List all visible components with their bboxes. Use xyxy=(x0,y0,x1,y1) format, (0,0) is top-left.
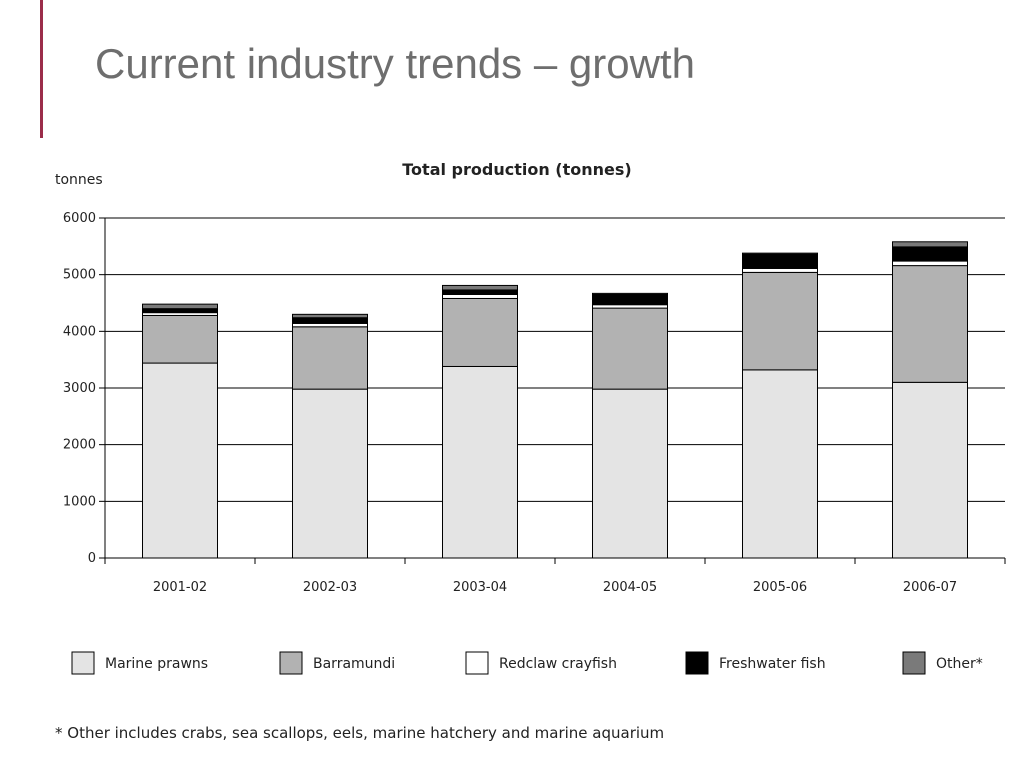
bar-segment xyxy=(592,294,668,306)
bar-segment xyxy=(592,307,668,390)
y-tick-label: 0 xyxy=(88,551,96,566)
gridlines xyxy=(105,217,1005,502)
legend: Marine prawns Barramundi Redclaw crayfish F… xyxy=(71,651,983,675)
bar-segment xyxy=(742,271,818,371)
bar-segment xyxy=(142,308,218,314)
bar-segment xyxy=(142,362,218,559)
bar-segment xyxy=(442,294,518,299)
y-tick-label: 2000 xyxy=(63,438,96,453)
bar-segment xyxy=(742,252,818,255)
bar-segment xyxy=(892,265,968,383)
y-tick-label: 4000 xyxy=(63,324,96,339)
y-tick-label: 3000 xyxy=(63,381,96,396)
legend-item: Other* xyxy=(902,651,983,675)
legend-swatch xyxy=(465,651,489,675)
legend-swatch xyxy=(902,651,926,675)
bar-segment xyxy=(292,388,368,559)
bar-segment xyxy=(742,369,818,559)
bar-segment xyxy=(292,322,368,328)
bar-segment xyxy=(592,388,668,559)
bar-segment xyxy=(442,284,518,291)
bars xyxy=(142,241,968,559)
y-tick-label: 5000 xyxy=(63,268,96,283)
bar-segment xyxy=(892,241,968,248)
bar-segment xyxy=(892,260,968,267)
legend-item: Marine prawns xyxy=(71,651,208,675)
bar-segment xyxy=(142,314,218,364)
footnote: * Other includes crabs, sea scallops, ee… xyxy=(55,724,665,742)
title-accent-bar xyxy=(40,0,43,138)
y-axis-label: tonnes xyxy=(55,172,103,188)
y-tick-label: 6000 xyxy=(63,211,96,226)
legend-swatch xyxy=(71,651,95,675)
bar-segment xyxy=(592,292,668,296)
bar-segment xyxy=(742,253,818,269)
y-tick-label: 1000 xyxy=(63,494,96,509)
legend-swatch xyxy=(685,651,709,675)
legend-swatch xyxy=(279,651,303,675)
bar-segment xyxy=(892,381,968,559)
bar-segment xyxy=(292,313,368,319)
legend-item: Barramundi xyxy=(279,651,395,675)
legend-label: Redclaw crayfish xyxy=(499,656,617,672)
bar-segment xyxy=(292,326,368,390)
slide-title: Current industry trends – growth xyxy=(95,40,695,87)
bar-segment xyxy=(442,289,518,296)
x-tick-label: 2003-04 xyxy=(453,580,507,595)
legend-label: Other* xyxy=(936,656,983,672)
chart-title: Total production (tonnes) xyxy=(402,160,631,179)
x-tick-label: 2006-07 xyxy=(903,580,957,595)
bar-segment xyxy=(142,303,218,310)
legend-label: Barramundi xyxy=(313,656,395,672)
x-tick-label: 2004-05 xyxy=(603,580,657,595)
axes: 0 1000 2000 3000 4000 5000 6000 2001-02 2002-03 2… xyxy=(63,211,1006,595)
legend-label: Marine prawns xyxy=(105,656,208,672)
bar-segment xyxy=(292,317,368,324)
bar-segment xyxy=(742,267,818,273)
x-tick-label: 2005-06 xyxy=(753,580,807,595)
bar-segment xyxy=(592,304,668,309)
bar-segment xyxy=(442,365,518,559)
legend-item: Freshwater fish xyxy=(685,651,826,675)
legend-item: Redclaw crayfish xyxy=(465,651,617,675)
bar-segment xyxy=(442,297,518,367)
x-tick-label: 2002-03 xyxy=(303,580,357,595)
legend-label: Freshwater fish xyxy=(719,656,826,672)
bar-segment xyxy=(892,246,968,262)
x-tick-label: 2001-02 xyxy=(153,580,207,595)
